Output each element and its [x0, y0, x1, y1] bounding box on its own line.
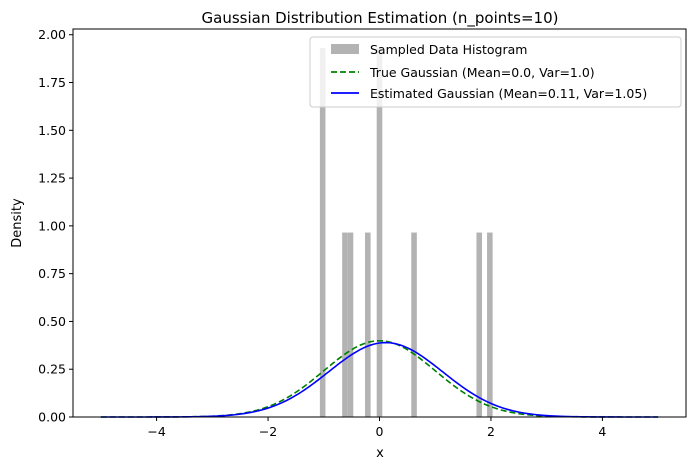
y-tick-label: 1.25	[38, 171, 66, 186]
chart-title: Gaussian Distribution Estimation (n_poin…	[202, 9, 559, 28]
x-tick-label: 4	[598, 424, 606, 439]
x-tick-label: 0	[376, 424, 384, 439]
x-tick-label: 2	[487, 424, 495, 439]
histogram-bar-4	[376, 48, 383, 417]
legend-true-gaussian-label: True Gaussian (Mean=0.0, Var=1.0)	[369, 65, 595, 80]
histogram-bar-5	[411, 232, 417, 417]
y-tick-label: 1.50	[38, 123, 66, 138]
histogram-bar-7	[487, 232, 493, 417]
legend-box	[309, 36, 682, 108]
y-tick-label: 0.25	[38, 362, 66, 377]
y-tick-label: 0.00	[38, 410, 66, 425]
x-tick-label: −2	[259, 424, 277, 439]
legend-histogram-swatch	[331, 44, 359, 54]
histogram-bar-0	[319, 48, 326, 417]
histogram-bar-2	[347, 232, 354, 417]
y-tick-label: 1.00	[38, 218, 66, 233]
legend-histogram-label: Sampled Data Histogram	[370, 42, 527, 57]
x-axis: −4 −2 0 2 4	[147, 417, 606, 439]
y-tick-label: 2.00	[38, 27, 66, 42]
y-axis-label: Density	[10, 198, 25, 248]
y-tick-label: 1.75	[38, 75, 66, 90]
y-axis: 0.00 0.25 0.50 0.75 1.00 1.25 1.50 1.75 2.00	[38, 27, 73, 425]
x-axis-label: x	[376, 446, 384, 461]
x-tick-label: −4	[147, 424, 165, 439]
histogram-bar-3	[365, 232, 371, 417]
y-tick-label: 0.75	[38, 266, 66, 281]
legend-estimated-gaussian-label: Estimated Gaussian (Mean=0.11, Var=1.05)	[370, 86, 647, 101]
y-tick-label: 0.50	[38, 314, 66, 329]
histogram-bar-6	[476, 232, 483, 417]
legend: Sampled Data Histogram True Gaussian (Me…	[309, 36, 682, 108]
histogram-bar-1	[342, 232, 348, 417]
histogram-bars	[319, 48, 493, 417]
